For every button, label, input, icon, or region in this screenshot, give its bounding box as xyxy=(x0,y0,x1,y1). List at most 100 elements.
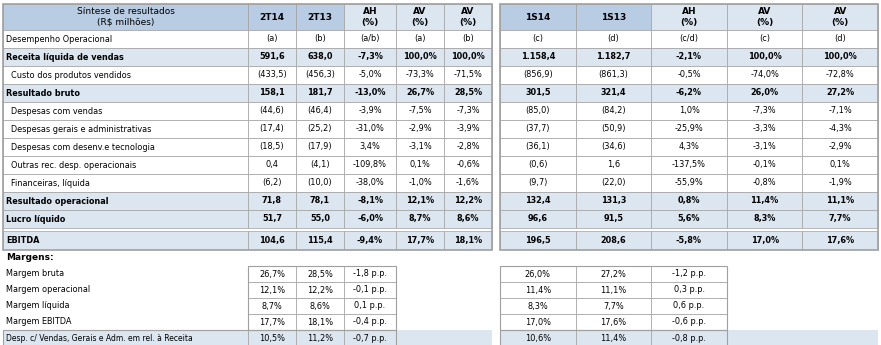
Bar xyxy=(651,282,727,298)
Text: -0,6%: -0,6% xyxy=(456,160,480,169)
Bar xyxy=(500,210,575,228)
Bar xyxy=(296,156,344,174)
Bar xyxy=(248,330,296,345)
Bar xyxy=(500,330,727,345)
Bar xyxy=(727,138,803,156)
Bar xyxy=(803,30,878,48)
Text: EBITDA: EBITDA xyxy=(6,236,40,245)
Bar xyxy=(396,192,444,210)
Bar xyxy=(803,282,878,298)
Bar xyxy=(500,266,575,282)
Text: -0,1%: -0,1% xyxy=(752,160,776,169)
Bar xyxy=(444,231,492,250)
Text: 26,0%: 26,0% xyxy=(751,89,779,98)
Text: 0,1 p.p.: 0,1 p.p. xyxy=(354,302,386,310)
Bar xyxy=(344,120,396,138)
Bar xyxy=(296,314,344,330)
Bar xyxy=(803,330,878,345)
Bar xyxy=(575,330,651,345)
Text: 0,1%: 0,1% xyxy=(830,160,851,169)
Text: 0,6 p.p.: 0,6 p.p. xyxy=(673,302,705,310)
Text: -109,8%: -109,8% xyxy=(353,160,387,169)
Text: -9,4%: -9,4% xyxy=(357,236,383,245)
Bar xyxy=(651,231,727,250)
Text: 17,0%: 17,0% xyxy=(751,236,779,245)
Bar xyxy=(344,156,396,174)
Text: Margem EBITDA: Margem EBITDA xyxy=(6,317,71,326)
Bar xyxy=(396,210,444,228)
Bar xyxy=(296,282,344,298)
Bar xyxy=(500,138,575,156)
Bar xyxy=(3,156,248,174)
Bar xyxy=(3,210,248,228)
Bar xyxy=(248,30,296,48)
Text: (34,6): (34,6) xyxy=(601,142,626,151)
Bar xyxy=(444,4,492,30)
Text: -2,8%: -2,8% xyxy=(456,142,480,151)
Bar xyxy=(575,174,651,192)
Text: 8,7%: 8,7% xyxy=(262,302,283,310)
Text: (d): (d) xyxy=(608,34,619,43)
Bar xyxy=(344,84,396,102)
Bar xyxy=(248,66,296,84)
Text: 12,1%: 12,1% xyxy=(406,197,434,206)
Text: AH
(%): AH (%) xyxy=(361,7,379,27)
Text: (84,2): (84,2) xyxy=(601,107,626,116)
Text: 3,4%: 3,4% xyxy=(359,142,381,151)
Bar xyxy=(651,48,727,66)
Bar xyxy=(248,120,296,138)
Bar xyxy=(727,48,803,66)
Bar xyxy=(575,66,651,84)
Bar xyxy=(651,84,727,102)
Text: -1,8 p.p.: -1,8 p.p. xyxy=(353,269,387,278)
Text: -0,4 p.p.: -0,4 p.p. xyxy=(353,317,387,326)
Bar xyxy=(803,84,878,102)
Bar xyxy=(803,48,878,66)
Text: 100,0%: 100,0% xyxy=(451,52,485,61)
Bar xyxy=(296,231,344,250)
Bar xyxy=(444,30,492,48)
Bar xyxy=(803,192,878,210)
Text: 17,6%: 17,6% xyxy=(600,317,626,326)
Bar xyxy=(344,210,396,228)
Text: AH
(%): AH (%) xyxy=(680,7,698,27)
Text: 301,5: 301,5 xyxy=(525,89,551,98)
Bar xyxy=(344,66,396,84)
Text: Resultado bruto: Resultado bruto xyxy=(6,89,80,98)
Text: -2,9%: -2,9% xyxy=(828,142,852,151)
Text: -2,1%: -2,1% xyxy=(676,52,702,61)
Text: 11,1%: 11,1% xyxy=(826,197,855,206)
Bar xyxy=(444,174,492,192)
Text: Margens:: Margens: xyxy=(6,254,54,263)
Bar xyxy=(803,231,878,250)
Bar xyxy=(344,4,396,30)
Bar xyxy=(396,156,444,174)
Bar xyxy=(803,4,878,30)
Text: (b): (b) xyxy=(315,34,326,43)
Text: 51,7: 51,7 xyxy=(262,215,282,224)
Text: (17,4): (17,4) xyxy=(260,125,285,134)
Bar xyxy=(803,120,878,138)
Text: 17,7%: 17,7% xyxy=(259,317,285,326)
Text: (17,9): (17,9) xyxy=(307,142,332,151)
Bar xyxy=(3,102,248,120)
Bar xyxy=(396,102,444,120)
Text: -55,9%: -55,9% xyxy=(675,178,703,187)
Text: 12,2%: 12,2% xyxy=(454,197,482,206)
Bar xyxy=(3,4,492,250)
Bar xyxy=(396,314,444,330)
Text: 591,6: 591,6 xyxy=(259,52,285,61)
Bar xyxy=(344,231,396,250)
Text: -0,5%: -0,5% xyxy=(677,70,700,79)
Bar xyxy=(396,298,444,314)
Bar xyxy=(651,102,727,120)
Text: 11,4%: 11,4% xyxy=(751,197,779,206)
Text: 2T14: 2T14 xyxy=(259,12,285,21)
Bar xyxy=(3,192,248,210)
Text: Margem bruta: Margem bruta xyxy=(6,269,64,278)
Text: -7,5%: -7,5% xyxy=(408,107,432,116)
Bar xyxy=(575,156,651,174)
Bar xyxy=(444,298,492,314)
Text: (a): (a) xyxy=(266,34,278,43)
Bar xyxy=(727,66,803,84)
